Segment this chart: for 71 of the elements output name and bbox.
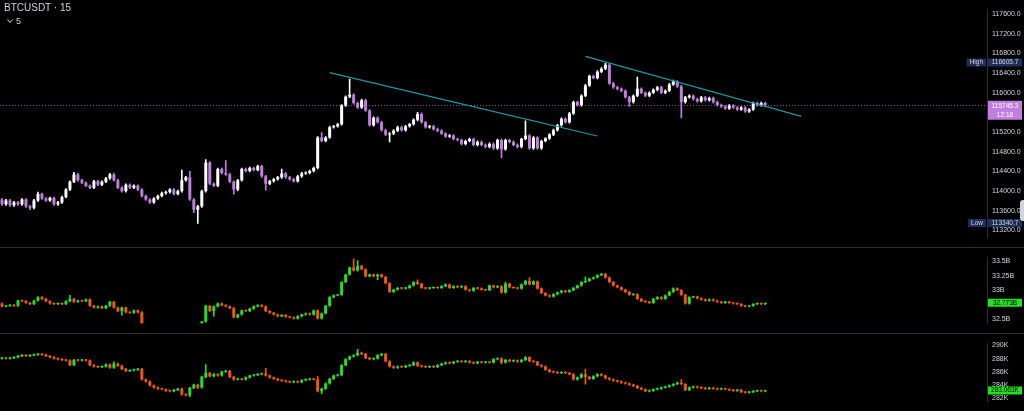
candlestick [8,356,12,360]
candlestick [503,138,507,151]
candlestick [472,286,476,292]
candlestick [747,390,751,394]
candlestick [711,387,715,390]
candlestick [496,285,499,289]
candlestick [20,354,24,357]
candlestick [503,281,507,294]
candlestick [256,373,260,376]
candlestick [36,353,40,356]
candlestick [499,285,503,294]
candlestick [64,358,68,362]
candlestick [80,358,84,362]
candlestick [503,358,507,364]
candlestick [511,140,515,147]
candlestick [136,368,140,371]
candlestick [100,365,104,369]
candlestick [60,358,64,361]
candlestick [280,379,284,382]
candlestick [496,357,499,361]
candlestick [699,386,703,390]
candlestick [480,140,484,147]
candlestick [224,370,228,373]
candlestick [236,377,240,381]
candlestick [264,368,268,377]
candlestick [515,143,519,149]
candlestick [507,282,511,289]
candlestick [76,358,80,362]
candlestick [476,140,480,147]
candlestick [511,359,515,363]
candlestick [28,354,32,357]
candlestick [40,353,44,356]
candlestick [252,373,256,377]
candlestick [743,390,747,394]
text: 5 [16,16,22,26]
candlestick [472,361,476,365]
candlestick [0,356,4,360]
candlestick [499,138,503,158]
candlestick [735,389,739,392]
candlestick [472,137,476,147]
candlestick [8,304,12,307]
candlestick [240,377,244,381]
candlestick [492,358,495,364]
candlestick [499,357,503,365]
candlestick [12,304,16,307]
candlestick [731,389,735,392]
candlestick [488,142,491,149]
candlestick [751,390,755,393]
candlestick [128,311,132,314]
chart-title: BTCUSDT · 15 [4,2,72,13]
candlestick [496,138,499,150]
candlestick [468,360,472,364]
candlestick [468,288,472,292]
candlestick [484,143,488,149]
candlestick [468,137,472,143]
candlestick [308,377,312,381]
candlestick [4,356,8,360]
candlestick [128,369,132,373]
candlestick [511,286,515,289]
candlestick [484,288,488,292]
candlestick [492,142,495,150]
candlestick [12,356,16,359]
candlestick [96,365,100,369]
candlestick [703,387,707,390]
candlestick [84,358,88,362]
candlestick [707,387,711,390]
candlestick [480,287,484,291]
candlestick [727,388,731,391]
candlestick [488,360,491,364]
candlestick [24,354,28,357]
candlestick [507,138,511,144]
